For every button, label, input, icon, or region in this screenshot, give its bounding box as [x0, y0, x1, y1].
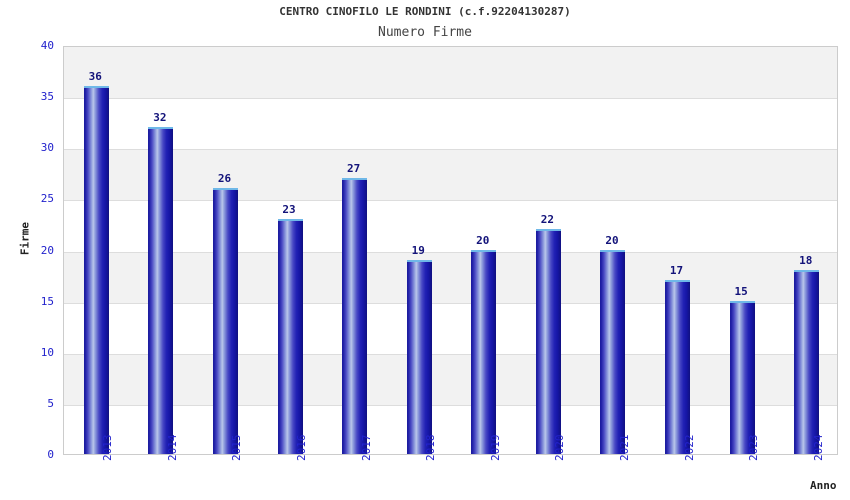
x-tick-label: 2019	[488, 434, 502, 462]
bar-value-label: 18	[799, 253, 813, 267]
chart-title: CENTRO CINOFILO LE RONDINI (c.f.92204130…	[279, 5, 571, 18]
gridline	[64, 353, 837, 355]
x-tick-label: 2017	[359, 434, 373, 462]
y-axis-title: Firme	[18, 221, 32, 256]
y-tick-label: 0	[47, 448, 54, 461]
y-tick-label: 20	[40, 243, 54, 257]
bar-value-label: 20	[605, 233, 619, 247]
x-axis-title: Anno	[810, 479, 837, 492]
plot-band	[64, 251, 837, 303]
bar-value-label: 20	[476, 233, 490, 247]
y-tick-label: 10	[40, 345, 54, 359]
bar[interactable]	[277, 218, 303, 454]
x-tick-label: 2018	[424, 434, 438, 462]
bar-value-label: 19	[411, 243, 425, 257]
bar[interactable]	[665, 280, 691, 454]
y-tick-label: 35	[40, 90, 54, 104]
x-tick-label: 2022	[682, 434, 696, 462]
bar[interactable]	[794, 269, 820, 454]
bar[interactable]	[148, 126, 174, 454]
x-tick-label: 2014	[165, 434, 179, 462]
gridline	[64, 200, 837, 202]
plot-area	[63, 46, 838, 455]
gridline	[64, 302, 837, 304]
bar-value-label: 36	[88, 69, 102, 83]
x-tick-label: 2016	[295, 434, 309, 462]
x-tick-label: 2013	[101, 434, 115, 462]
y-tick-label: 30	[40, 141, 54, 155]
bar[interactable]	[83, 85, 109, 454]
gridline	[64, 251, 837, 253]
gridline	[64, 98, 837, 100]
x-tick-label: 2023	[747, 434, 761, 462]
plot-band	[64, 47, 837, 99]
bar-value-label: 22	[540, 213, 554, 227]
bar[interactable]	[535, 229, 561, 454]
plot-band	[64, 353, 837, 405]
bar-value-label: 15	[734, 284, 748, 298]
plot-band	[64, 149, 837, 201]
bar[interactable]	[471, 249, 497, 454]
bar[interactable]	[406, 259, 432, 454]
x-tick-label: 2021	[617, 434, 631, 462]
x-tick-label: 2024	[811, 434, 825, 462]
x-tick-label: 2020	[553, 434, 567, 462]
bar-value-label: 27	[347, 161, 361, 175]
y-tick-label: 5	[47, 396, 54, 410]
bar[interactable]	[729, 300, 755, 454]
gridline	[64, 149, 837, 151]
y-tick-label: 15	[40, 294, 54, 308]
chart-subtitle: Numero Firme	[378, 25, 472, 40]
bar-value-label: 32	[153, 110, 167, 124]
bar-value-label: 23	[282, 202, 296, 216]
bar-value-label: 17	[669, 264, 684, 278]
y-tick-label: 25	[40, 192, 54, 206]
bar[interactable]	[212, 188, 238, 454]
bar[interactable]	[342, 177, 368, 454]
bar[interactable]	[600, 249, 626, 454]
y-tick-label: 40	[40, 39, 54, 52]
bar-value-label: 26	[217, 172, 232, 186]
gridline	[64, 404, 837, 406]
x-tick-label: 2015	[230, 434, 244, 462]
